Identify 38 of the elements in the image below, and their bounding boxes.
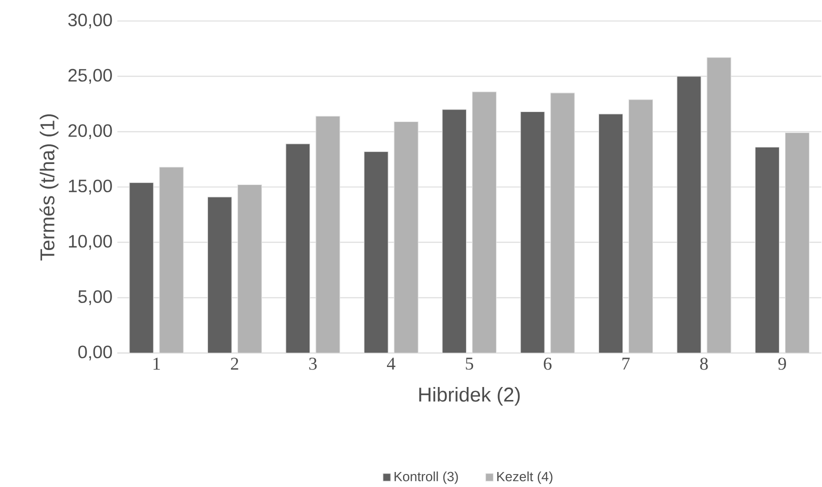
y-tick-label: 15,00 (68, 180, 112, 194)
x-tick-label: 3 (309, 358, 317, 370)
bar (129, 182, 154, 353)
y-tick-label: 10,00 (68, 234, 112, 250)
legend-label: Kezelt (4) (497, 471, 552, 484)
x-tick-label: 6 (544, 358, 552, 370)
y-tick-label: 30,00 (68, 14, 112, 28)
y-tick-label: 5,00 (78, 290, 112, 306)
x-tick-label: 4 (386, 358, 396, 370)
bar (472, 92, 497, 353)
bar (237, 184, 262, 353)
x-tick-label: 1 (154, 358, 160, 370)
bar (628, 99, 654, 353)
x-axis-title: Hibridek (2) (419, 387, 520, 406)
x-tick-label: 2 (230, 358, 238, 370)
bar (286, 144, 310, 353)
bar (520, 111, 545, 353)
bar (754, 146, 780, 353)
x-tick-label: 5 (466, 358, 474, 370)
y-axis-title: Termés (t/ha) (1) (40, 114, 58, 260)
y-tick-label: 20,00 (68, 124, 112, 140)
x-tick-label: 8 (700, 358, 708, 370)
bar (316, 116, 340, 353)
legend-label: Kontroll (3) (394, 471, 458, 484)
y-tick-label: 25,00 (68, 68, 112, 84)
bar (598, 114, 624, 353)
y-tick-label: 0,00 (78, 346, 112, 360)
bar (550, 92, 575, 353)
bar (159, 166, 184, 353)
bar (207, 196, 232, 353)
bar (394, 121, 418, 353)
bar (676, 76, 702, 353)
bar (364, 151, 388, 353)
x-tick-label: 9 (778, 358, 786, 370)
bar (706, 57, 732, 353)
bar (442, 109, 467, 353)
x-tick-label: 7 (622, 358, 630, 370)
bar (784, 132, 810, 353)
